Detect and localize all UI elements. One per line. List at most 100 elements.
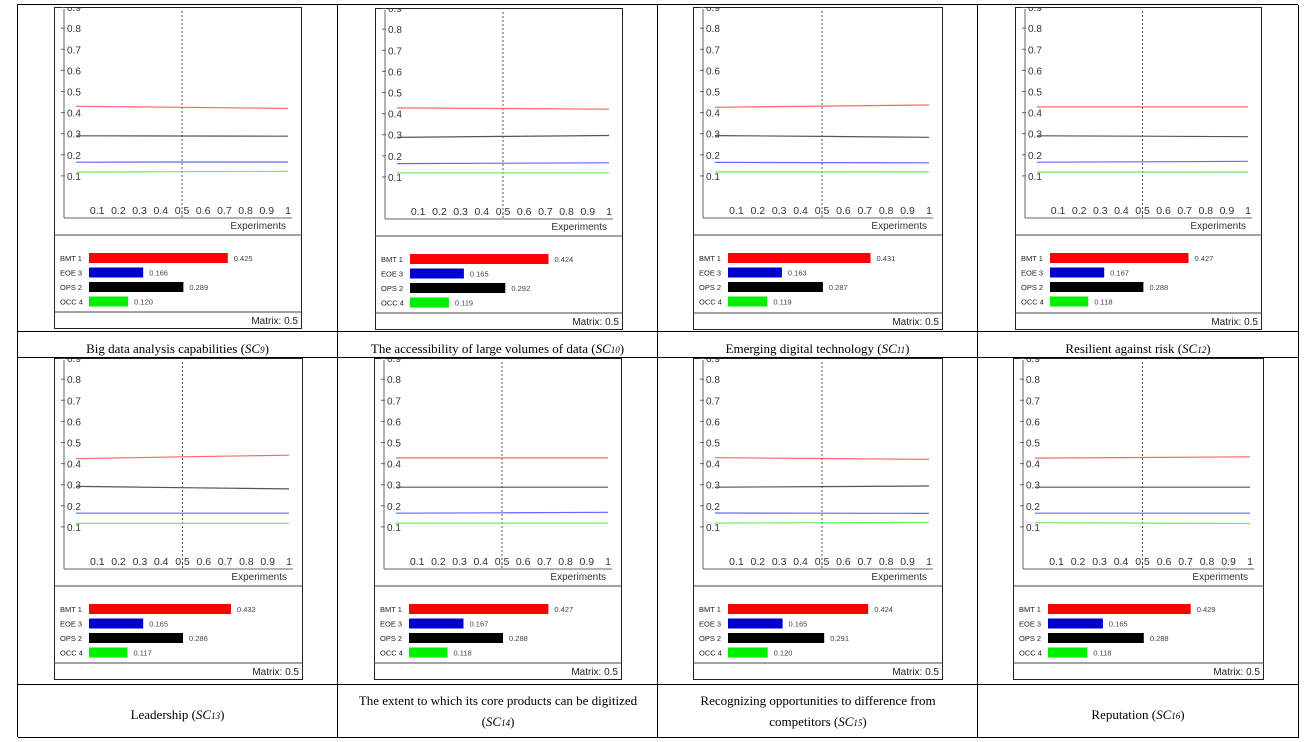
bar-value-label: 0.287 xyxy=(829,283,848,292)
y-tick-label: 0.3 xyxy=(387,481,401,492)
y-tick-label: 0.6 xyxy=(1026,417,1040,428)
y-tick-label: 0.8 xyxy=(387,375,401,386)
y-tick-label: 0.9 xyxy=(706,7,720,14)
table-cell xyxy=(18,332,338,358)
y-tick-label: 0.7 xyxy=(1028,45,1042,56)
bar-occ-4 xyxy=(410,297,449,308)
bar-value-label: 0.167 xyxy=(470,620,489,629)
bar-eoe-3 xyxy=(410,268,464,279)
x-tick-label: 1 xyxy=(606,206,612,218)
y-tick-label: 0.1 xyxy=(388,173,402,184)
y-tick-label: 0.2 xyxy=(706,502,720,513)
bar-legend-label: OCC 4 xyxy=(699,298,722,307)
y-tick-label: 0.9 xyxy=(67,7,81,14)
chart-caption: Recognizing opportunities to difference … xyxy=(700,693,936,729)
bar-occ-4 xyxy=(728,647,768,658)
bar-legend-label: BMT 1 xyxy=(380,605,402,614)
x-tick-label: 0.5 xyxy=(175,556,190,568)
bar-bmt-1 xyxy=(728,604,869,614)
bar-legend-label: OPS 2 xyxy=(1021,283,1043,292)
x-tick-label: 0.3 xyxy=(133,556,148,568)
x-tick-label: 0.1 xyxy=(410,556,425,568)
y-tick-label: 0.3 xyxy=(1026,481,1040,492)
bar-legend-label: BMT 1 xyxy=(699,254,721,263)
bar-ops-2 xyxy=(410,283,506,293)
chart-caption: Leadership (SC13) xyxy=(130,707,225,722)
chart-caption: The accessibility of large volumes of da… xyxy=(370,341,625,356)
x-tick-label: 0.7 xyxy=(218,556,233,568)
x-tick-label: 1 xyxy=(926,556,932,568)
y-tick-label: 0.1 xyxy=(706,172,720,183)
series-line-occ-4 xyxy=(1034,522,1251,525)
bar-legend-label: EOE 3 xyxy=(60,620,82,629)
bar-legend-label: BMT 1 xyxy=(699,605,721,614)
bar-value-label: 0.286 xyxy=(189,634,208,643)
x-tick-label: 0.8 xyxy=(558,556,573,568)
bar-legend-label: OPS 2 xyxy=(381,284,403,293)
y-tick-label: 0.9 xyxy=(388,8,402,15)
y-tick-label: 0.3 xyxy=(1028,130,1042,141)
table-cell xyxy=(338,358,658,685)
series-line-eoe-3 xyxy=(395,511,609,514)
y-tick-label: 0.5 xyxy=(1028,88,1042,99)
bar-legend-label: OCC 4 xyxy=(60,298,83,307)
x-axis-label: Experiments xyxy=(231,572,287,583)
chart-caption: Emerging digital technology (SC11) xyxy=(725,341,910,356)
bar-ops-2 xyxy=(728,633,825,643)
bar-occ-4 xyxy=(89,296,129,307)
x-axis-label: Experiments xyxy=(871,572,927,583)
x-axis-label: Experiments xyxy=(1190,221,1246,232)
bar-value-label: 0.288 xyxy=(509,634,528,643)
bar-occ-4 xyxy=(409,647,448,658)
bar-value-label: 0.118 xyxy=(454,649,472,658)
x-tick-label: 0.8 xyxy=(1198,205,1213,217)
y-tick-label: 0.2 xyxy=(706,151,720,162)
x-tick-label: 0.7 xyxy=(857,205,872,217)
table-cell xyxy=(658,358,978,685)
y-tick-label: 0.6 xyxy=(706,417,720,428)
matrix-label: Matrix: 0.5 xyxy=(892,317,939,328)
bar-legend-label: EOE 3 xyxy=(1019,620,1041,629)
sensitivity-chart: 1 0.9 0.8 0.7 0.6 0.5 0.4 0.3 0.2 0.1 0.1 0.2 0.3 0.4… xyxy=(693,7,943,330)
y-tick-label: 0.7 xyxy=(706,396,720,407)
y-tick-label: 0.5 xyxy=(706,88,720,99)
chart-frame xyxy=(1013,358,1264,680)
bar-legend-label: EOE 3 xyxy=(699,269,721,278)
bar-value-label: 0.431 xyxy=(877,254,896,263)
x-tick-label: 0.1 xyxy=(90,556,105,568)
bar-value-label: 0.163 xyxy=(788,269,807,278)
bar-value-label: 0.118 xyxy=(1093,649,1111,658)
y-tick-label: 0.4 xyxy=(388,110,402,121)
bar-legend-label: BMT 1 xyxy=(60,254,82,263)
bar-legend-label: BMT 1 xyxy=(1021,254,1043,263)
y-tick-label: 0.8 xyxy=(67,375,81,386)
table-cell xyxy=(978,358,1299,685)
bar-value-label: 0.118 xyxy=(1094,298,1112,307)
y-tick-label: 0.5 xyxy=(67,88,81,99)
matrix-label: Matrix: 0.5 xyxy=(251,316,298,327)
x-tick-label: 0.9 xyxy=(260,556,275,568)
bar-eoe-3 xyxy=(89,267,144,278)
y-tick-label: 0.2 xyxy=(388,152,402,163)
chart-frame xyxy=(54,358,303,680)
bar-bmt-1 xyxy=(728,253,871,263)
bar-legend-label: OCC 4 xyxy=(381,299,404,308)
x-tick-label: 0.6 xyxy=(1156,205,1171,217)
y-tick-label: 0.7 xyxy=(67,396,81,407)
chart-frame xyxy=(374,358,622,680)
y-tick-label: 0.3 xyxy=(388,131,402,142)
y-tick-label: 0.5 xyxy=(706,439,720,450)
x-tick-label: 0.1 xyxy=(1051,205,1066,217)
chart-caption: The extent to which its core products ca… xyxy=(358,693,638,729)
bar-legend-label: OPS 2 xyxy=(699,634,721,643)
bar-bmt-1 xyxy=(1048,604,1191,614)
y-tick-label: 0.8 xyxy=(388,25,402,36)
x-tick-label: 0.2 xyxy=(111,556,126,568)
bar-value-label: 0.424 xyxy=(554,255,573,264)
y-tick-label: 0.9 xyxy=(387,358,401,365)
x-tick-label: 0.9 xyxy=(1220,205,1235,217)
y-tick-label: 0.9 xyxy=(1026,358,1040,365)
bar-legend-label: OCC 4 xyxy=(699,649,722,658)
figure-table xyxy=(17,4,1299,738)
x-tick-label: 0.9 xyxy=(900,556,915,568)
